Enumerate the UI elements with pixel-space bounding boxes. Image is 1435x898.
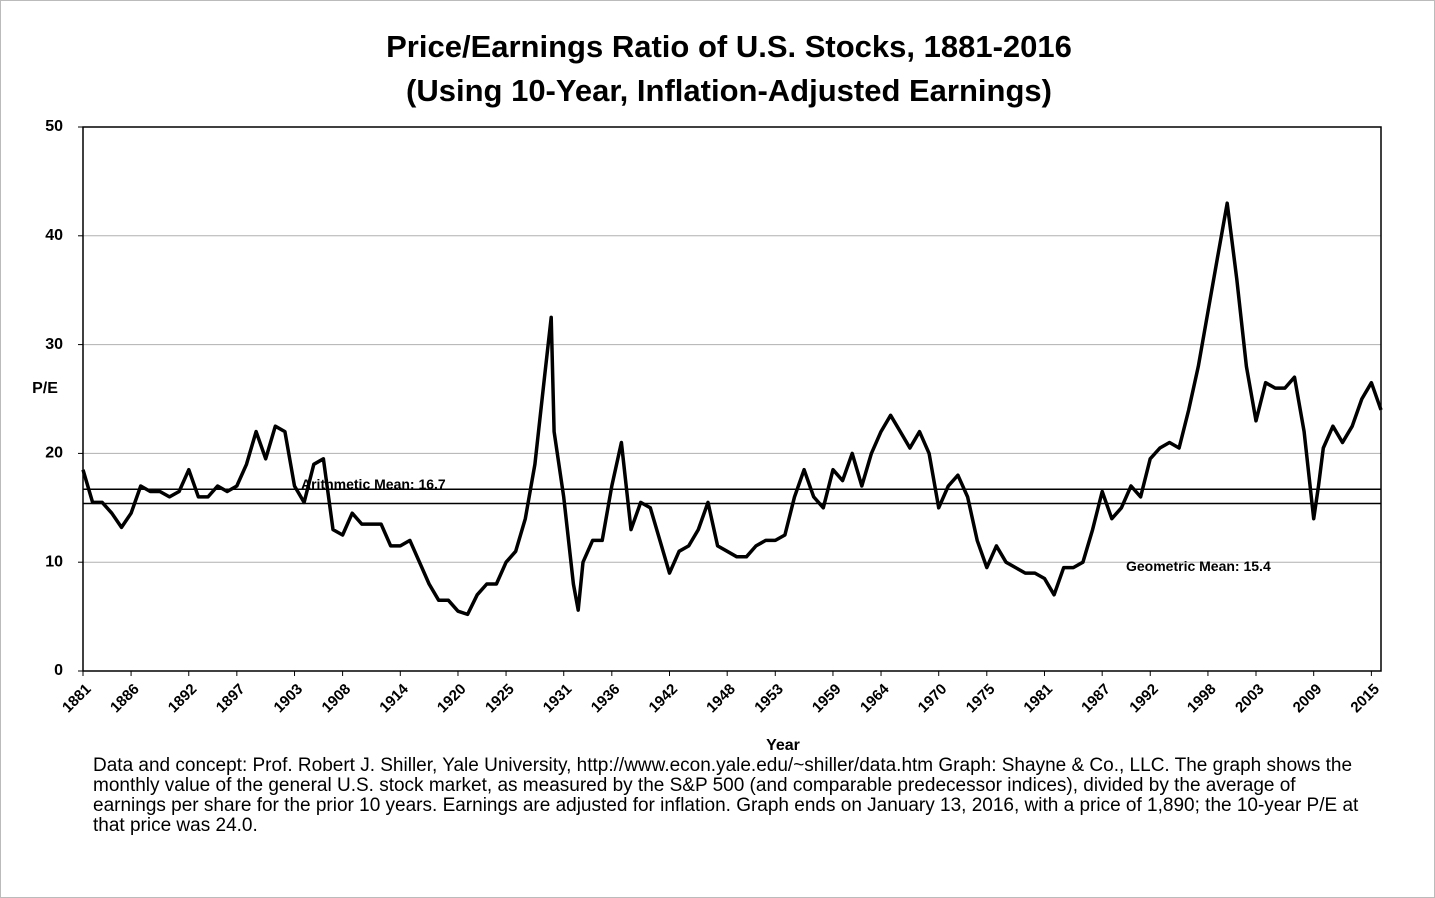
x-tick-label: 1981 (1020, 681, 1056, 717)
y-tick-label: 30 (45, 336, 63, 353)
x-tick-label: 1959 (809, 681, 845, 717)
x-tick-label: 1975 (963, 681, 999, 717)
x-tick-label: 1925 (482, 681, 518, 717)
footnote: Data and concept: Prof. Robert J. Shille… (93, 755, 1359, 836)
plot-frame (82, 126, 1382, 672)
x-tick-label: 1936 (588, 681, 624, 717)
x-tick-label: 1920 (434, 681, 470, 717)
x-tick-label: 1942 (646, 681, 682, 717)
y-tick-label: 20 (45, 445, 63, 462)
reference-label: Arithmetic Mean: 16.7 (301, 476, 446, 492)
y-tick-label: 10 (45, 553, 63, 570)
x-tick-label: 1987 (1078, 681, 1114, 717)
x-tick-label: 1992 (1126, 681, 1162, 717)
reference-label: Geometric Mean: 15.4 (1126, 558, 1271, 574)
y-tick-label: 50 (45, 118, 63, 135)
x-tick-label: 2003 (1232, 681, 1268, 717)
x-tick-label: 1953 (751, 681, 787, 717)
y-tick-label: 0 (54, 662, 63, 679)
x-tick-label: 1964 (857, 680, 893, 716)
x-tick-label: 1892 (165, 681, 201, 717)
x-tick-label: 1897 (213, 681, 249, 717)
x-tick-label: 1970 (915, 681, 951, 717)
x-axis-label: Year (766, 737, 800, 754)
x-tick-label: 1948 (703, 681, 739, 717)
chart-title: Price/Earnings Ratio of U.S. Stocks, 188… (386, 29, 1072, 64)
x-tick-label: 1881 (59, 681, 95, 717)
x-tick-label: 1998 (1184, 681, 1220, 717)
x-tick-label: 2009 (1290, 681, 1326, 717)
y-tick-label: 40 (45, 227, 63, 244)
x-tick-label: 1886 (107, 681, 143, 717)
chart-title: (Using 10-Year, Inflation-Adjusted Earni… (406, 73, 1052, 108)
x-tick-label: 1914 (376, 680, 412, 716)
y-axis-label: P/E (32, 380, 58, 397)
x-tick-label: 2015 (1347, 681, 1383, 717)
x-tick-label: 1903 (271, 681, 307, 717)
x-tick-label: 1931 (540, 681, 576, 717)
x-tick-label: 1908 (319, 681, 355, 717)
pe-line (81, 201, 1383, 617)
